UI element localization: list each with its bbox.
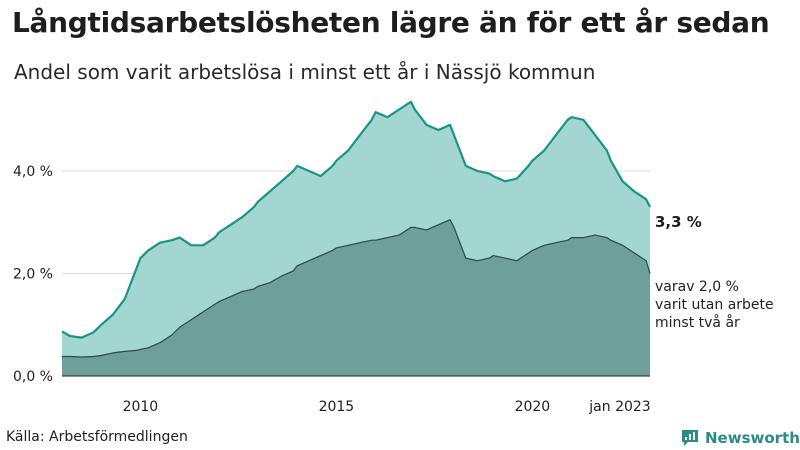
long-end-label-line-2: varit utan arbete — [655, 297, 774, 313]
x-tick-label-0: 2010 — [123, 399, 159, 415]
y-tick-label-0: 0,0 % — [13, 369, 53, 385]
x-tick-labels: 2010 2015 2020 jan 2023 — [123, 399, 651, 415]
y-tick-label-2: 4,0 % — [13, 164, 53, 180]
chart-title: Långtidsarbetslösheten lägre än för ett … — [12, 6, 770, 39]
long-end-label-line-1: varav 2,0 % — [655, 279, 739, 295]
y-tick-label-1: 2,0 % — [13, 267, 53, 283]
brand-name: Newsworthy — [705, 429, 800, 447]
x-tick-label-2: 2020 — [515, 399, 551, 415]
brand-logo: Newsworthy — [680, 428, 800, 448]
x-tick-label-3: jan 2023 — [588, 399, 650, 415]
y-tick-labels: 0,0 % 2,0 % 4,0 % — [13, 164, 53, 385]
chart-subtitle: Andel som varit arbetslösa i minst ett å… — [14, 60, 596, 84]
source-note: Källa: Arbetsförmedlingen — [6, 429, 188, 445]
long-end-label: varav 2,0 % varit utan arbete minst två … — [655, 279, 774, 331]
newsworthy-logo-icon — [682, 430, 698, 446]
series-total-line — [61, 100, 651, 339]
x-tick-label-1: 2015 — [319, 399, 355, 415]
series-long-line — [62, 219, 651, 358]
total-end-label: 3,3 % — [655, 213, 702, 231]
long-end-label-line-3: minst två år — [655, 314, 740, 331]
series-long-area — [62, 219, 650, 376]
